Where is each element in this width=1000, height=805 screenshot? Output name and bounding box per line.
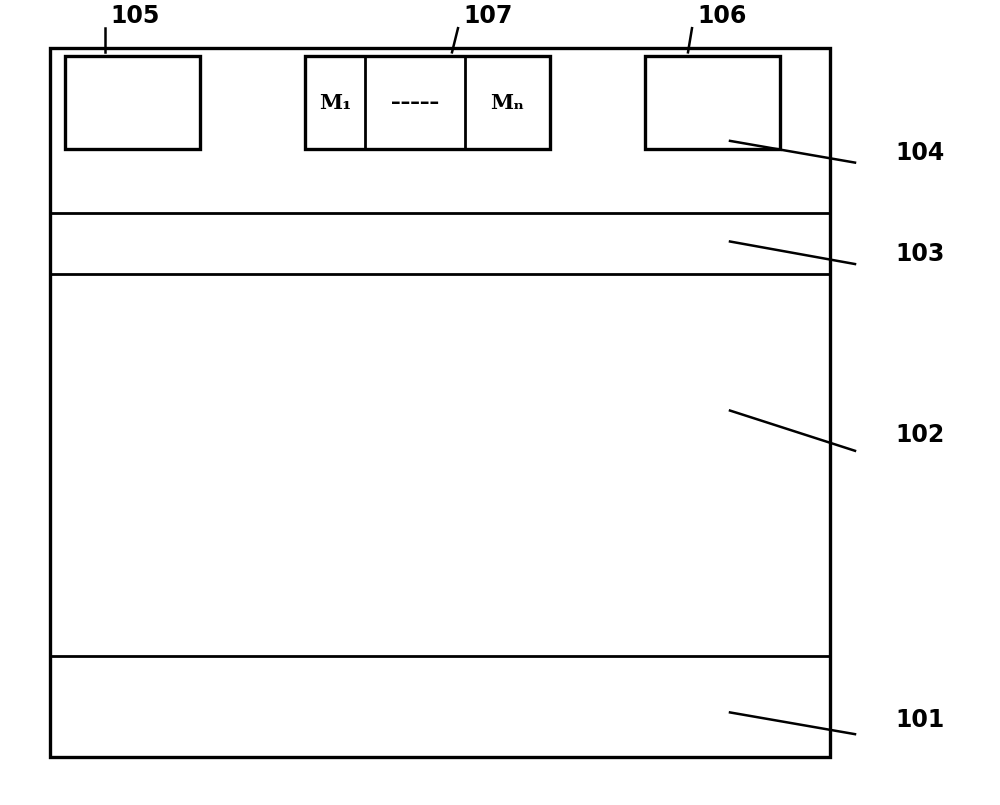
Text: –––––: ––––– [391,93,439,112]
Text: 105: 105 [110,4,160,28]
Text: Mₙ: Mₙ [491,93,524,113]
Text: 104: 104 [895,141,944,165]
Text: 102: 102 [895,423,944,447]
Text: 103: 103 [895,242,944,266]
Text: 106: 106 [697,4,747,28]
Bar [645,56,780,149]
Text: 101: 101 [895,708,944,733]
Text: M₁: M₁ [319,93,351,113]
Bar [50,48,830,757]
Bar [65,56,200,149]
Bar [305,56,550,149]
Text: 107: 107 [463,4,513,28]
